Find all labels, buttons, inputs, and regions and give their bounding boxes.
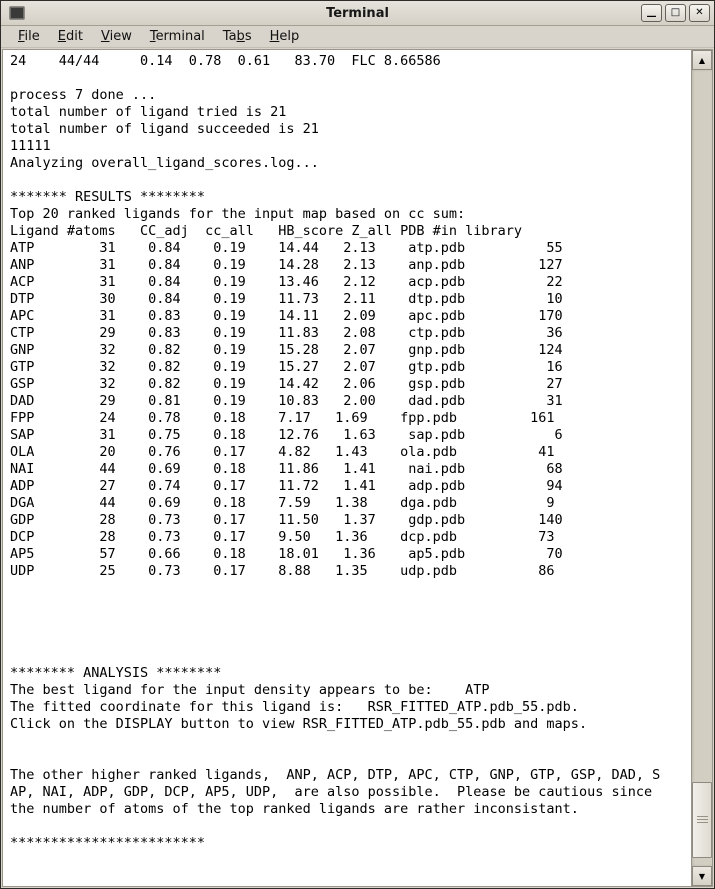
terminal-line: NAI 44 0.69 0.18 11.86 1.41 nai.pdb 68 <box>10 461 563 477</box>
terminal-line: process 7 done ... <box>10 87 157 103</box>
terminal-line <box>10 580 691 597</box>
terminal-content: 24 44/44 0.14 0.78 0.61 83.70 FLC 8.6658… <box>1 48 714 888</box>
terminal-line: GDP 28 0.73 0.17 11.50 1.37 gdp.pdb 140 <box>10 512 563 528</box>
terminal-line: GNP 32 0.82 0.19 15.28 2.07 gnp.pdb 124 <box>10 342 563 358</box>
terminal-line: The fitted coordinate for this ligand is… <box>10 699 579 715</box>
terminal-line: total number of ligand succeeded is 21 <box>10 121 319 137</box>
terminal-line: ************************ <box>10 835 206 851</box>
menubar: File Edit View Terminal Tabs Help <box>1 26 714 48</box>
terminal-line: FPP 24 0.78 0.18 7.17 1.69 fpp.pdb 161 <box>10 410 555 426</box>
terminal-line: The best ligand for the input density ap… <box>10 682 490 698</box>
terminal-line <box>10 172 691 189</box>
terminal-line: CTP 29 0.83 0.19 11.83 2.08 ctp.pdb 36 <box>10 325 563 341</box>
terminal-icon[interactable] <box>9 6 25 20</box>
terminal-line: APC 31 0.83 0.19 14.11 2.09 apc.pdb 170 <box>10 308 563 324</box>
terminal-line <box>10 852 691 869</box>
vertical-scrollbar: ▲ ▼ <box>691 49 713 887</box>
terminal-line <box>10 70 691 87</box>
window-title: Terminal <box>326 5 389 21</box>
terminal-line: ATP 31 0.84 0.19 14.44 2.13 atp.pdb 55 <box>10 240 563 256</box>
terminal-line: Analyzing overall_ligand_scores.log... <box>10 155 319 171</box>
terminal-line: DTP 30 0.84 0.19 11.73 2.11 dtp.pdb 10 <box>10 291 563 307</box>
terminal-line <box>10 597 691 614</box>
menu-help[interactable]: Help <box>269 29 300 44</box>
menu-view[interactable]: View <box>100 29 132 44</box>
terminal-line: DAD 29 0.81 0.19 10.83 2.00 dad.pdb 31 <box>10 393 563 409</box>
terminal-line: 24 44/44 0.14 0.78 0.61 83.70 FLC 8.6658… <box>10 53 441 69</box>
terminal-output[interactable]: 24 44/44 0.14 0.78 0.61 83.70 FLC 8.6658… <box>2 49 691 887</box>
terminal-line: AP5 57 0.66 0.18 18.01 1.36 ap5.pdb 70 <box>10 546 563 562</box>
scroll-down-button[interactable]: ▼ <box>692 866 712 886</box>
scroll-down-icon: ▼ <box>698 871 706 881</box>
scroll-up-icon: ▲ <box>698 55 706 65</box>
window-controls: — □ ✕ <box>641 4 710 22</box>
close-icon: ✕ <box>695 7 704 18</box>
terminal-line: Ligand #atoms CC_adj cc_all HB_score Z_a… <box>10 223 523 239</box>
terminal-line: Top 20 ranked ligands for the input map … <box>10 206 466 222</box>
terminal-line: SAP 31 0.75 0.18 12.76 1.63 sap.pdb 6 <box>10 427 563 443</box>
terminal-line: ******** ANALYSIS ******** <box>10 665 222 681</box>
terminal-line: GSP 32 0.82 0.19 14.42 2.06 gsp.pdb 27 <box>10 376 563 392</box>
terminal-line: total number of ligand tried is 21 <box>10 104 287 120</box>
menu-tabs[interactable]: Tabs <box>222 29 252 44</box>
terminal-line <box>10 750 691 767</box>
terminal-line: AP, NAI, ADP, GDP, DCP, AP5, UDP, are al… <box>10 784 653 800</box>
terminal-line <box>10 733 691 750</box>
scrollbar-grip-icon <box>696 816 708 824</box>
terminal-line: the number of atoms of the top ranked li… <box>10 801 579 817</box>
terminal-line: ACP 31 0.84 0.19 13.46 2.12 acp.pdb 22 <box>10 274 563 290</box>
maximize-button[interactable]: □ <box>665 4 686 22</box>
maximize-icon: □ <box>670 7 681 18</box>
terminal-line <box>10 818 691 835</box>
terminal-line: DGA 44 0.69 0.18 7.59 1.38 dga.pdb 9 <box>10 495 555 511</box>
scrollbar-trough[interactable] <box>692 70 712 866</box>
minimize-icon: — <box>646 11 657 22</box>
terminal-line: ANP 31 0.84 0.19 14.28 2.13 anp.pdb 127 <box>10 257 563 273</box>
terminal-line: GTP 32 0.82 0.19 15.27 2.07 gtp.pdb 16 <box>10 359 563 375</box>
terminal-line: 11111 <box>10 138 51 154</box>
scrollbar-thumb[interactable] <box>692 782 712 858</box>
terminal-line: The other higher ranked ligands, ANP, AC… <box>10 767 661 783</box>
terminal-line: Click on the DISPLAY button to view RSR_… <box>10 716 588 732</box>
terminal-line <box>10 631 691 648</box>
close-button[interactable]: ✕ <box>689 4 710 22</box>
terminal-line <box>10 614 691 631</box>
menu-edit[interactable]: Edit <box>57 29 83 44</box>
terminal-line: ******* RESULTS ******** <box>10 189 206 205</box>
scroll-up-button[interactable]: ▲ <box>692 50 712 70</box>
terminal-line: UDP 25 0.73 0.17 8.88 1.35 udp.pdb 86 <box>10 563 555 579</box>
titlebar[interactable]: Terminal — □ ✕ <box>1 1 714 26</box>
terminal-line: DCP 28 0.73 0.17 9.50 1.36 dcp.pdb 73 <box>10 529 555 545</box>
menu-file[interactable]: File <box>18 29 40 44</box>
minimize-button[interactable]: — <box>641 4 662 22</box>
terminal-line <box>10 648 691 665</box>
menu-terminal[interactable]: Terminal <box>149 29 205 44</box>
terminal-line: OLA 20 0.76 0.17 4.82 1.43 ola.pdb 41 <box>10 444 555 460</box>
terminal-line: ADP 27 0.74 0.17 11.72 1.41 adp.pdb 94 <box>10 478 563 494</box>
